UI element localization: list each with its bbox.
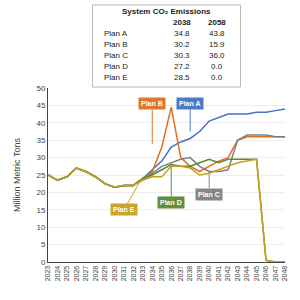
svg-text:20: 20 <box>36 188 45 197</box>
svg-text:28.5: 28.5 <box>174 73 190 82</box>
svg-text:2033: 2033 <box>139 266 146 282</box>
svg-text:2029: 2029 <box>101 266 108 282</box>
svg-text:2028: 2028 <box>92 266 99 282</box>
svg-text:0: 0 <box>41 258 46 267</box>
svg-text:2040: 2040 <box>205 266 212 282</box>
svg-text:2035: 2035 <box>158 266 165 282</box>
svg-text:34.8: 34.8 <box>174 29 190 38</box>
svg-text:2024: 2024 <box>54 266 61 282</box>
svg-text:45: 45 <box>36 101 45 110</box>
svg-text:2023: 2023 <box>44 266 51 282</box>
svg-text:2038: 2038 <box>186 266 193 282</box>
svg-text:2025: 2025 <box>63 266 70 282</box>
svg-text:2026: 2026 <box>73 266 80 282</box>
svg-text:35: 35 <box>36 136 45 145</box>
svg-text:Plan B: Plan B <box>141 100 163 107</box>
svg-text:2036: 2036 <box>168 266 175 282</box>
svg-text:36.0: 36.0 <box>209 51 225 60</box>
svg-text:30: 30 <box>36 153 45 162</box>
svg-text:2044: 2044 <box>243 266 250 282</box>
svg-text:2041: 2041 <box>215 266 222 282</box>
svg-text:2046: 2046 <box>262 266 269 282</box>
svg-text:2043: 2043 <box>234 266 241 282</box>
svg-text:Plan C: Plan C <box>198 191 220 198</box>
svg-text:15.9: 15.9 <box>209 40 225 49</box>
svg-text:27.2: 27.2 <box>174 62 190 71</box>
svg-text:Plan E: Plan E <box>113 206 135 213</box>
svg-text:2032: 2032 <box>130 266 137 282</box>
svg-text:Plan D: Plan D <box>160 199 182 206</box>
svg-text:2058: 2058 <box>208 18 226 27</box>
svg-text:2042: 2042 <box>224 266 231 282</box>
svg-text:25: 25 <box>36 171 45 180</box>
svg-text:Million Metric Tons: Million Metric Tons <box>12 138 22 212</box>
svg-text:30.3: 30.3 <box>174 51 190 60</box>
svg-text:2045: 2045 <box>253 266 260 282</box>
svg-text:2039: 2039 <box>196 266 203 282</box>
svg-text:0.0: 0.0 <box>211 62 223 71</box>
svg-text:Plan B: Plan B <box>104 40 128 49</box>
svg-text:0.0: 0.0 <box>211 73 223 82</box>
svg-text:2031: 2031 <box>120 266 127 282</box>
svg-text:30.2: 30.2 <box>174 40 190 49</box>
svg-text:System CO₂ Emissions: System CO₂ Emissions <box>122 7 211 16</box>
svg-text:Plan C: Plan C <box>104 51 128 60</box>
svg-text:Plan A: Plan A <box>179 100 201 107</box>
svg-text:10: 10 <box>36 223 45 232</box>
svg-text:2034: 2034 <box>149 266 156 282</box>
svg-text:5: 5 <box>41 240 46 249</box>
svg-text:Plan D: Plan D <box>104 62 128 71</box>
svg-text:2048: 2048 <box>281 266 288 282</box>
svg-text:40: 40 <box>36 119 45 128</box>
svg-text:2037: 2037 <box>177 266 184 282</box>
svg-text:50: 50 <box>36 84 45 93</box>
svg-text:2027: 2027 <box>82 266 89 282</box>
svg-text:15: 15 <box>36 206 45 215</box>
svg-text:2030: 2030 <box>111 266 118 282</box>
svg-text:Plan E: Plan E <box>104 73 128 82</box>
svg-text:Plan A: Plan A <box>104 29 128 38</box>
svg-text:2038: 2038 <box>173 18 191 27</box>
svg-text:43.8: 43.8 <box>209 29 225 38</box>
svg-text:2047: 2047 <box>272 266 279 282</box>
